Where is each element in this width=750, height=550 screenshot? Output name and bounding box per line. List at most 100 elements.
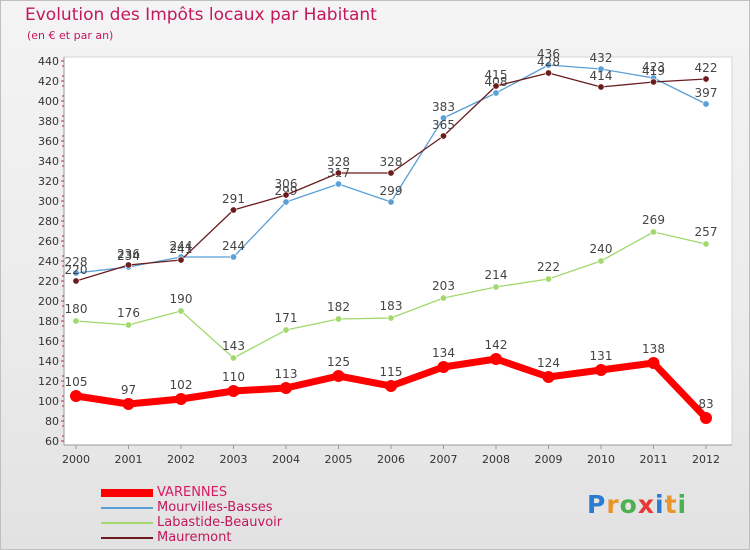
data-point-mourvilles-basses: [387, 198, 395, 206]
data-point-mauremont: [334, 169, 342, 177]
data-point-labastide-beauvoir: [72, 317, 80, 325]
x-tick-label: 2003: [220, 453, 248, 466]
x-tick-label: 2000: [62, 453, 90, 466]
data-label-mourvilles-basses: 299: [275, 184, 298, 198]
y-tick-label: 440: [38, 55, 59, 68]
data-point-labastide-beauvoir: [282, 326, 290, 334]
x-tick-label: 2002: [167, 453, 195, 466]
data-label-labastide-beauvoir: 269: [642, 213, 665, 227]
data-label-mourvilles-basses: 423: [642, 60, 665, 74]
chart-subtitle: (en € et par an): [27, 29, 114, 42]
y-tick-label: 160: [38, 335, 59, 348]
data-label-labastide-beauvoir: 183: [380, 299, 403, 313]
data-label-labastide-beauvoir: 240: [590, 242, 613, 256]
data-label-mauremont: 415: [485, 68, 508, 82]
data-point-labastide-beauvoir: [597, 257, 605, 265]
data-label-labastide-beauvoir: 182: [327, 300, 350, 314]
x-tick-label: 2001: [115, 453, 143, 466]
data-point-varennes: [542, 371, 555, 383]
data-point-mauremont: [177, 256, 185, 264]
y-tick-label: 220: [38, 275, 59, 288]
data-label-varennes: 138: [642, 342, 665, 356]
y-tick-label: 260: [38, 235, 59, 248]
data-point-mauremont: [492, 82, 500, 90]
legend-label-mauremont: Mauremont: [157, 530, 232, 545]
data-point-varennes: [647, 357, 660, 369]
data-label-mauremont: 241: [170, 242, 193, 256]
x-tick-label: 2007: [430, 453, 458, 466]
x-tick-label: 2005: [325, 453, 353, 466]
data-point-varennes: [437, 361, 450, 373]
data-point-labastide-beauvoir: [334, 315, 342, 323]
y-tick-label: 80: [45, 415, 59, 428]
legend-swatch-mourvilles-basses: [101, 507, 153, 509]
y-tick-label: 240: [38, 255, 59, 268]
data-label-mauremont: 236: [117, 247, 140, 261]
data-label-mauremont: 419: [642, 64, 665, 78]
data-point-mauremont: [282, 191, 290, 199]
data-label-labastide-beauvoir: 214: [485, 268, 508, 282]
data-label-mourvilles-basses: 436: [537, 47, 560, 61]
data-point-varennes: [227, 385, 240, 397]
data-label-varennes: 105: [65, 375, 88, 389]
data-label-labastide-beauvoir: 257: [695, 225, 718, 239]
y-tick-label: 300: [38, 195, 59, 208]
y-tick-label: 140: [38, 355, 59, 368]
data-point-labastide-beauvoir: [230, 354, 238, 362]
data-point-mauremont: [702, 75, 710, 83]
data-label-mourvilles-basses: 397: [695, 86, 718, 100]
y-tick-label: 100: [38, 395, 59, 408]
data-point-mourvilles-basses: [72, 269, 80, 277]
data-point-labastide-beauvoir: [492, 283, 500, 291]
data-label-labastide-beauvoir: 171: [275, 311, 298, 325]
data-point-mourvilles-basses: [492, 89, 500, 97]
data-label-labastide-beauvoir: 190: [170, 292, 193, 306]
data-label-varennes: 97: [121, 383, 136, 397]
legend-label-mourvilles-basses: Mourvilles-Basses: [157, 500, 273, 515]
data-label-mourvilles-basses: 432: [590, 51, 613, 65]
x-tick-label: 2010: [587, 453, 615, 466]
y-tick-label: 380: [38, 115, 59, 128]
x-tick-label: 2011: [640, 453, 668, 466]
y-tick-label: 360: [38, 135, 59, 148]
data-label-mauremont: 365: [432, 118, 455, 132]
y-tick-label: 340: [38, 155, 59, 168]
data-label-varennes: 83: [698, 397, 713, 411]
data-label-mourvilles-basses: 244: [170, 239, 193, 253]
data-label-varennes: 110: [222, 370, 245, 384]
data-label-labastide-beauvoir: 143: [222, 339, 245, 353]
data-label-mauremont: 306: [275, 177, 298, 191]
data-point-labastide-beauvoir: [702, 240, 710, 248]
data-label-mauremont: 291: [222, 192, 245, 206]
data-point-varennes: [332, 370, 345, 382]
data-point-mauremont: [72, 277, 80, 285]
data-point-varennes: [70, 390, 82, 402]
data-label-varennes: 142: [485, 338, 508, 352]
y-tick-label: 180: [38, 315, 59, 328]
data-label-varennes: 124: [537, 356, 560, 370]
data-label-varennes: 131: [590, 349, 613, 363]
data-label-labastide-beauvoir: 176: [117, 306, 140, 320]
y-tick-label: 320: [38, 175, 59, 188]
data-label-mourvilles-basses: 299: [380, 184, 403, 198]
data-point-mourvilles-basses: [702, 100, 710, 108]
data-point-labastide-beauvoir: [177, 307, 185, 315]
data-point-varennes: [595, 364, 607, 376]
data-point-labastide-beauvoir: [544, 275, 552, 283]
data-point-mauremont: [125, 261, 133, 269]
data-label-varennes: 113: [275, 367, 298, 381]
x-tick-label: 2006: [377, 453, 405, 466]
data-label-mauremont: 428: [537, 55, 560, 69]
data-point-mauremont: [230, 206, 238, 214]
y-tick-label: 120: [38, 375, 59, 388]
data-label-varennes: 125: [327, 355, 350, 369]
data-point-mourvilles-basses: [230, 253, 238, 261]
data-label-mourvilles-basses: 244: [222, 239, 245, 253]
data-label-mauremont: 414: [590, 69, 613, 83]
legend-label-labastide-beauvoir: Labastide-Beauvoir: [157, 515, 283, 530]
data-point-varennes: [280, 382, 292, 394]
data-label-mourvilles-basses: 408: [485, 75, 508, 89]
y-tick-label: 280: [38, 215, 59, 228]
data-point-labastide-beauvoir: [125, 321, 133, 329]
